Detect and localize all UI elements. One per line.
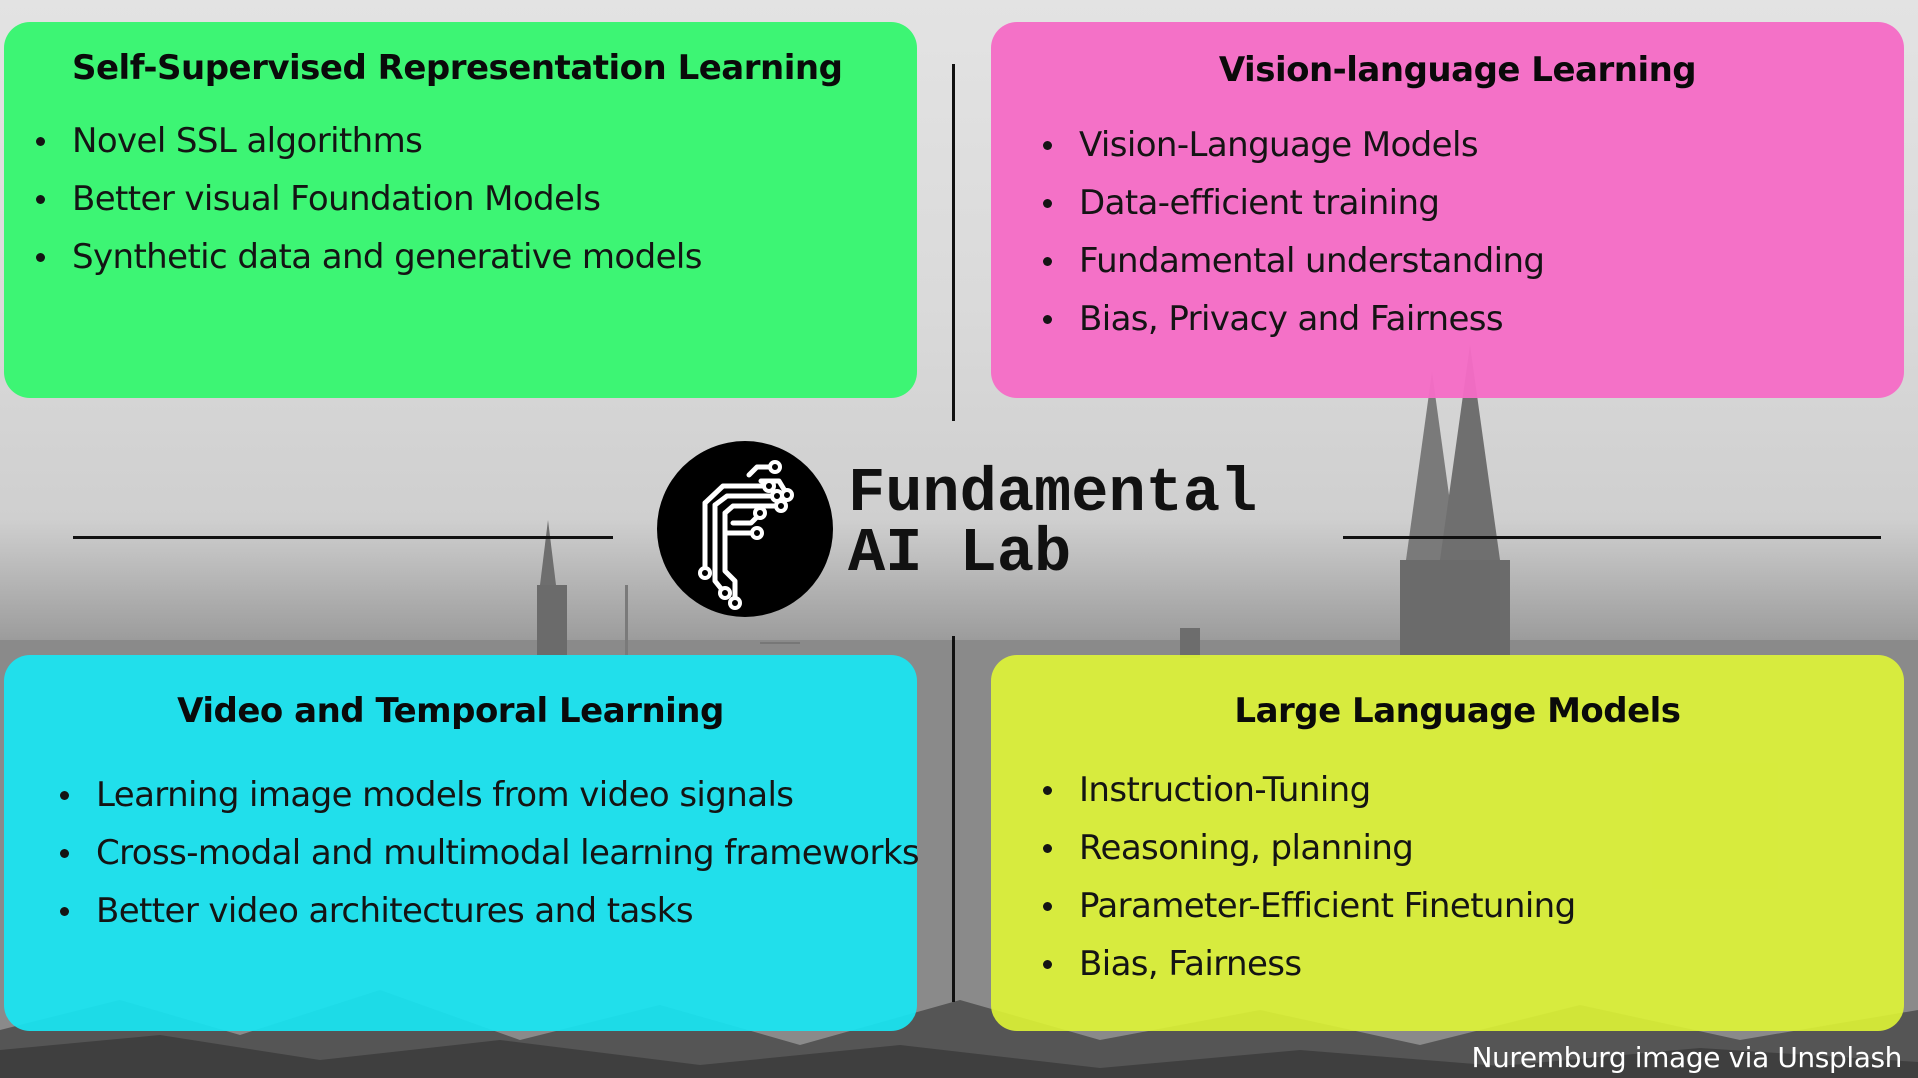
vertical-divider-top [952,64,955,421]
horizontal-divider-left [73,536,613,539]
card-vision-language-learning: Vision-language Learning Vision-Language… [991,22,1904,398]
list-item-text: Better video architectures and tasks [96,891,694,931]
list-item: Novel SSL algorithms [36,112,702,170]
bullet-icon [1043,199,1052,208]
lab-name-line-2: AI Lab [848,518,1072,589]
bullet-icon [60,791,69,800]
card-title: Vision-language Learning [1218,50,1697,90]
list-item-text: Synthetic data and generative models [72,237,702,277]
list-item-text: Better visual Foundation Models [72,179,601,219]
list-item: Fundamental understanding [1043,232,1545,290]
list-item-text: Vision-Language Models [1079,125,1479,165]
bullet-icon [1043,844,1052,853]
bullet-list: Vision-Language Models Data-efficient tr… [1043,116,1545,348]
list-item: Reasoning, planning [1043,819,1576,877]
list-item-text: Novel SSL algorithms [72,121,423,161]
lab-name-line-1: Fundamental [848,458,1258,529]
lab-logo [657,441,833,617]
bullet-list: Novel SSL algorithms Better visual Found… [36,112,702,286]
lab-name: Fundamental AI Lab [848,463,1257,585]
list-item-text: Parameter-Efficient Finetuning [1079,886,1576,926]
card-title: Self-Supervised Representation Learning [72,48,843,88]
circuit-letter-f-icon [698,460,794,610]
bullet-icon [36,253,45,262]
list-item: Parameter-Efficient Finetuning [1043,877,1576,935]
image-credit: Nuremburg image via Unsplash [1471,1041,1903,1074]
list-item-text: Bias, Privacy and Fairness [1079,299,1504,339]
list-item: Bias, Fairness [1043,935,1576,993]
bullet-icon [1043,902,1052,911]
bullet-icon [1043,315,1052,324]
list-item: Synthetic data and generative models [36,228,702,286]
bullet-list: Instruction-Tuning Reasoning, planning P… [1043,761,1576,993]
card-title: Large Language Models [1234,691,1681,731]
list-item: Better visual Foundation Models [36,170,702,228]
bullet-icon [36,137,45,146]
list-item-text: Learning image models from video signals [96,775,794,815]
bullet-icon [1043,786,1052,795]
horizontal-divider-right [1343,536,1881,539]
list-item-text: Bias, Fairness [1079,944,1302,984]
bullet-icon [1043,960,1052,969]
bullet-icon [1043,141,1052,150]
list-item: Better video architectures and tasks [60,882,919,940]
list-item-text: Reasoning, planning [1079,828,1414,868]
list-item-text: Instruction-Tuning [1079,770,1371,810]
list-item-text: Data-efficient training [1079,183,1440,223]
card-self-supervised-learning: Self-Supervised Representation Learning … [4,22,917,398]
list-item: Bias, Privacy and Fairness [1043,290,1544,348]
list-item: Cross-modal and multimodal learning fram… [60,824,920,882]
list-item: Data-efficient training [1043,174,1544,232]
list-item: Learning image models from video signals [60,766,919,824]
bullet-icon [1043,257,1052,266]
list-item: Vision-Language Models [1043,116,1544,174]
card-large-language-models: Large Language Models Instruction-Tuning… [991,655,1904,1031]
card-video-temporal-learning: Video and Temporal Learning Learning ima… [4,655,920,1031]
card-title: Video and Temporal Learning [177,691,724,731]
list-item: Instruction-Tuning [1043,761,1576,819]
bullet-icon [60,907,69,916]
bullet-icon [36,195,45,204]
bullet-list: Learning image models from video signals… [60,766,920,940]
vertical-divider-bottom [952,636,955,1002]
list-item-text: Cross-modal and multimodal learning fram… [96,833,920,873]
list-item-text: Fundamental understanding [1079,241,1545,281]
bullet-icon [60,849,69,858]
